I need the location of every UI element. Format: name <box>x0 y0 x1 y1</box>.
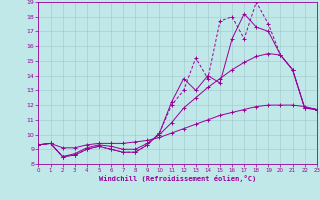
X-axis label: Windchill (Refroidissement éolien,°C): Windchill (Refroidissement éolien,°C) <box>99 175 256 182</box>
